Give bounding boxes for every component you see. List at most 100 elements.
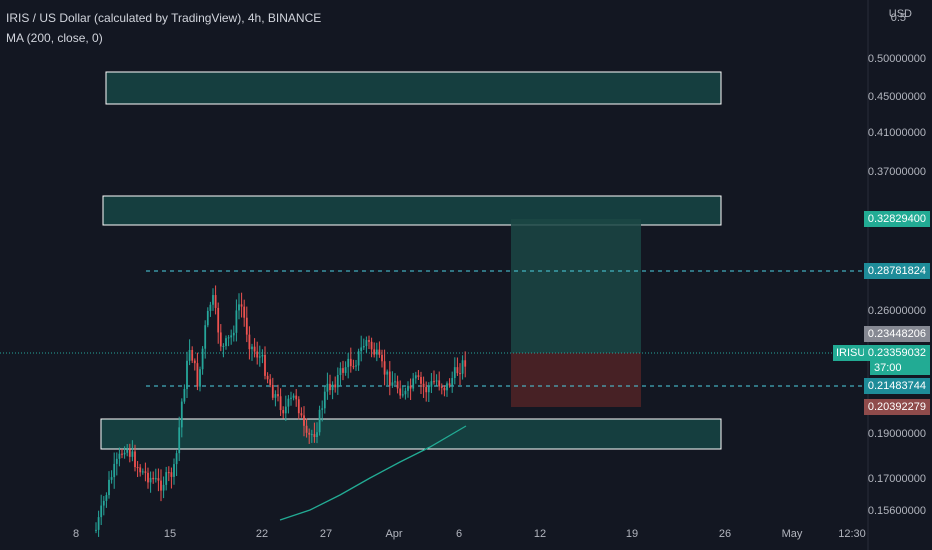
candle-body [196, 363, 199, 387]
candle-body [162, 484, 165, 491]
date-tick: 8 [72, 528, 80, 540]
candle-body [336, 374, 339, 388]
date-tick: Apr [385, 528, 403, 540]
candle-body [271, 384, 274, 398]
candle-body [303, 415, 305, 426]
candlestick-series [95, 285, 467, 537]
resistance-price-tag[interactable]: 0.28781824 [863, 263, 930, 279]
candle-body [414, 375, 417, 379]
candle-body [368, 340, 370, 342]
candle-body [178, 427, 181, 454]
candle-body [388, 371, 391, 386]
date-tick: 15 [163, 528, 177, 540]
date-tick: 22 [255, 528, 269, 540]
candle-body [113, 463, 116, 478]
high-price-tag: 0.23448206 [863, 326, 930, 342]
candle-body [219, 332, 222, 347]
candle-body [115, 458, 118, 464]
candle-body [409, 385, 412, 389]
candle-body [440, 386, 443, 388]
price-tick: 0.19000000 [867, 428, 926, 440]
candle-body [206, 310, 209, 326]
candle-body [212, 295, 214, 305]
candle-body [201, 348, 204, 370]
candle-body [97, 517, 100, 530]
candle-body [370, 341, 373, 350]
candle-body [349, 358, 352, 367]
candle-body [365, 340, 368, 346]
price-tick: 0.15600000 [867, 505, 926, 517]
date-tick: 6 [455, 528, 463, 540]
candle-body [347, 358, 350, 368]
target-price-tag[interactable]: 0.32829400 [863, 211, 930, 227]
candle-body [456, 367, 459, 374]
candle-body [295, 395, 298, 400]
candle-body [391, 382, 394, 386]
candle-body [326, 383, 329, 392]
candle-body [282, 410, 285, 414]
candle-body [422, 383, 425, 388]
candle-body [401, 394, 404, 396]
candle-body [308, 432, 311, 435]
candle-body [274, 394, 277, 398]
candle-body [420, 376, 422, 384]
candle-body [331, 384, 334, 391]
candle-body [141, 471, 144, 473]
candle-body [183, 389, 186, 402]
candle-body [144, 471, 147, 473]
candle-body [316, 432, 318, 438]
candle-body [186, 360, 188, 390]
candle-body [251, 346, 253, 350]
currency-label: USD [888, 8, 912, 20]
candle-body [154, 478, 157, 480]
candle-body [167, 472, 170, 474]
candle-body [448, 383, 451, 386]
stop-price-tag[interactable]: 0.20392279 [863, 399, 930, 415]
bar-countdown: 37:00 [870, 361, 930, 375]
candle-body [191, 349, 194, 361]
candle-body [318, 409, 321, 433]
candle-body [149, 477, 152, 483]
candle-body [290, 397, 292, 399]
candle-body [417, 375, 420, 377]
candle-body [222, 345, 225, 347]
date-tick: 19 [625, 528, 639, 540]
candle-body [134, 451, 136, 468]
symbol-title[interactable]: IRIS / US Dollar (calculated by TradingV… [6, 11, 322, 25]
candle-body [451, 378, 454, 386]
position-stop-area[interactable] [511, 353, 641, 407]
demand-zone-bottom[interactable] [100, 418, 722, 450]
candle-body [383, 361, 386, 375]
candle-body [209, 304, 212, 311]
candle-body [118, 453, 121, 459]
candle-body [321, 408, 324, 410]
candle-body [253, 346, 256, 352]
date-tick: 27 [319, 528, 333, 540]
candle-body [217, 307, 220, 333]
candle-body [443, 387, 446, 391]
candle-body [175, 453, 178, 465]
candle-body [394, 381, 396, 383]
candle-body [404, 390, 407, 395]
candle-body [204, 325, 207, 349]
price-tick: 0.17000000 [867, 473, 926, 485]
indicator-label[interactable]: MA (200, close, 0) [6, 31, 103, 45]
candle-body [199, 369, 201, 387]
candle-body [305, 425, 308, 433]
candle-body [381, 354, 383, 362]
candle-body [433, 381, 435, 383]
supply-zone-top[interactable] [105, 71, 722, 105]
candle-body [173, 464, 175, 477]
candle-body [165, 472, 168, 485]
date-tick: May [781, 528, 803, 540]
candle-body [157, 478, 160, 481]
candle-body [287, 398, 290, 407]
candle-body [95, 529, 97, 531]
candle-body [225, 338, 227, 346]
support-price-tag[interactable]: 0.21483744 [863, 378, 930, 394]
position-target-area[interactable] [511, 219, 641, 353]
price-tick: 0.26000000 [867, 305, 926, 317]
candle-body [355, 365, 357, 367]
candle-body [256, 351, 259, 358]
